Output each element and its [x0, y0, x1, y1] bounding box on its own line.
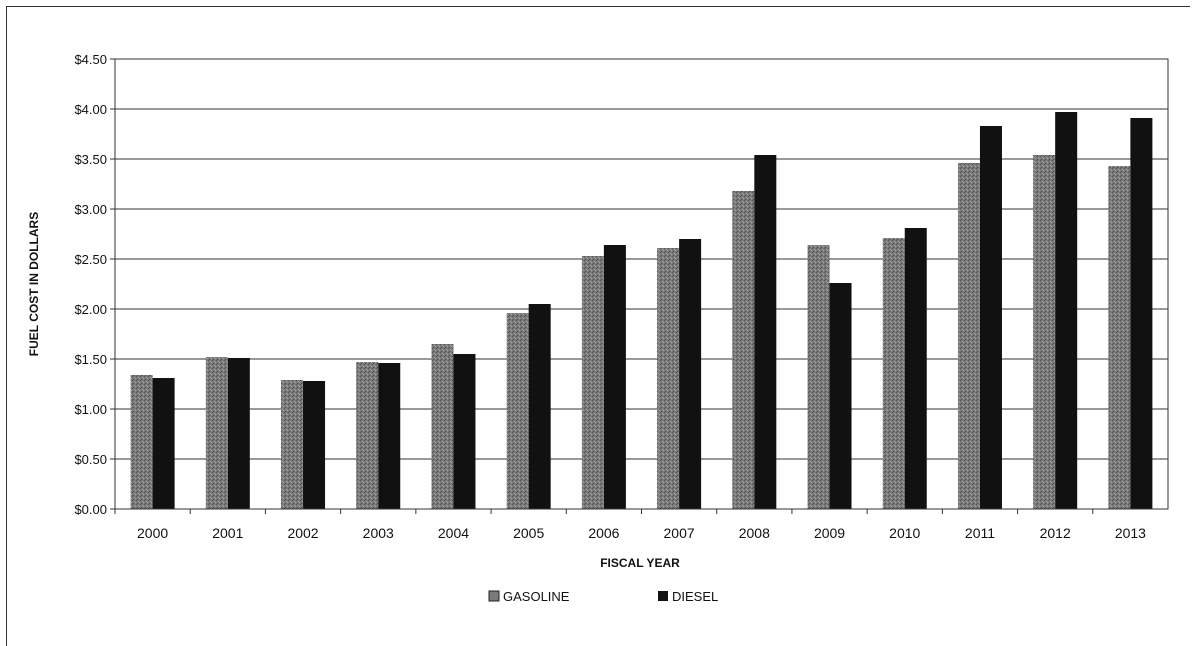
bar-gasoline-2001 — [205, 357, 228, 509]
x-tick-label: 2002 — [287, 525, 318, 541]
y-tick-label: $2.50 — [74, 252, 107, 267]
bar-gasoline-2013 — [1108, 166, 1131, 509]
bar-diesel-2007 — [679, 239, 702, 509]
bar-gasoline-2003 — [356, 362, 379, 509]
y-tick-label: $3.50 — [74, 152, 107, 167]
x-tick-label: 2010 — [889, 525, 920, 541]
bar-diesel-2011 — [979, 126, 1002, 509]
x-axis-label: FISCAL YEAR — [600, 556, 680, 570]
x-tick-label: 2013 — [1115, 525, 1146, 541]
legend-swatch-diesel — [658, 591, 668, 601]
bar-gasoline-2009 — [807, 245, 830, 509]
bar-gasoline-2002 — [281, 380, 304, 509]
y-tick-labels: $0.00 $0.50 $1.00 $1.50 $2.00 $2.50 $3.00 $3.50… — [74, 52, 107, 517]
bar-gasoline-2004 — [431, 344, 454, 509]
bar-diesel-2005 — [528, 304, 551, 509]
plot-area-border — [114, 58, 1169, 510]
y-axis-label: FUEL COST IN DOLLARS — [27, 212, 41, 356]
y-tick-label: $4.50 — [74, 52, 107, 67]
x-tick-label: 2011 — [965, 525, 995, 541]
y-tick-label: $1.00 — [74, 402, 107, 417]
x-tick-label: 2004 — [438, 525, 469, 541]
bar-gasoline-2006 — [581, 256, 604, 509]
bar-gasoline-2005 — [506, 313, 529, 509]
x-tick-label: 2008 — [739, 525, 770, 541]
legend-label-gasoline: GASOLINE — [503, 589, 570, 604]
bar-diesel-2010 — [904, 228, 927, 509]
y-tick-label: $1.50 — [74, 352, 107, 367]
x-tick-label: 2007 — [664, 525, 695, 541]
bar-diesel-2009 — [829, 283, 852, 509]
x-tick-label: 2005 — [513, 525, 544, 541]
fuel-cost-bar-chart: $0.00 $0.50 $1.00 $1.50 $2.00 $2.50 $3.00 $3.50… — [27, 52, 1169, 604]
x-tick-labels: 2000 2001 2002 2003 2004 2005 2006 2007 2008 2009… — [114, 509, 1146, 541]
x-tick-label: 2000 — [137, 525, 168, 541]
y-tick-label: $4.00 — [74, 102, 107, 117]
bar-diesel-2002 — [303, 381, 326, 509]
gridlines — [110, 58, 1168, 510]
legend: GASOLINE DIESEL — [488, 589, 718, 604]
bar-gasoline-2000 — [130, 375, 153, 509]
x-tick-label: 2001 — [212, 525, 243, 541]
bar-diesel-2006 — [603, 245, 626, 509]
bar-gasoline-2010 — [882, 238, 905, 509]
bar-diesel-2001 — [227, 358, 250, 509]
x-tick-label: 2006 — [588, 525, 619, 541]
legend-label-diesel: DIESEL — [672, 589, 718, 604]
bar-gasoline-2012 — [1033, 155, 1056, 509]
bar-gasoline-2008 — [732, 191, 755, 509]
y-tick-label: $0.00 — [74, 502, 107, 517]
x-tick-label: 2012 — [1040, 525, 1071, 541]
x-tick-label: 2003 — [363, 525, 394, 541]
y-tick-label: $3.00 — [74, 202, 107, 217]
bar-diesel-2004 — [453, 354, 476, 509]
bar-diesel-2013 — [1130, 118, 1153, 509]
bar-diesel-2012 — [1055, 112, 1078, 509]
bar-diesel-2008 — [754, 155, 777, 509]
legend-swatch-gasoline — [488, 590, 500, 602]
bar-diesel-2003 — [378, 363, 401, 509]
bar-gasoline-2011 — [957, 163, 980, 509]
x-tick-label: 2009 — [814, 525, 845, 541]
chart-frame — [6, 6, 1190, 646]
y-tick-label: $2.00 — [74, 302, 107, 317]
y-tick-label: $0.50 — [74, 452, 107, 467]
bar-gasoline-2007 — [657, 248, 680, 509]
bar-diesel-2000 — [152, 378, 175, 509]
bars — [130, 112, 1153, 509]
